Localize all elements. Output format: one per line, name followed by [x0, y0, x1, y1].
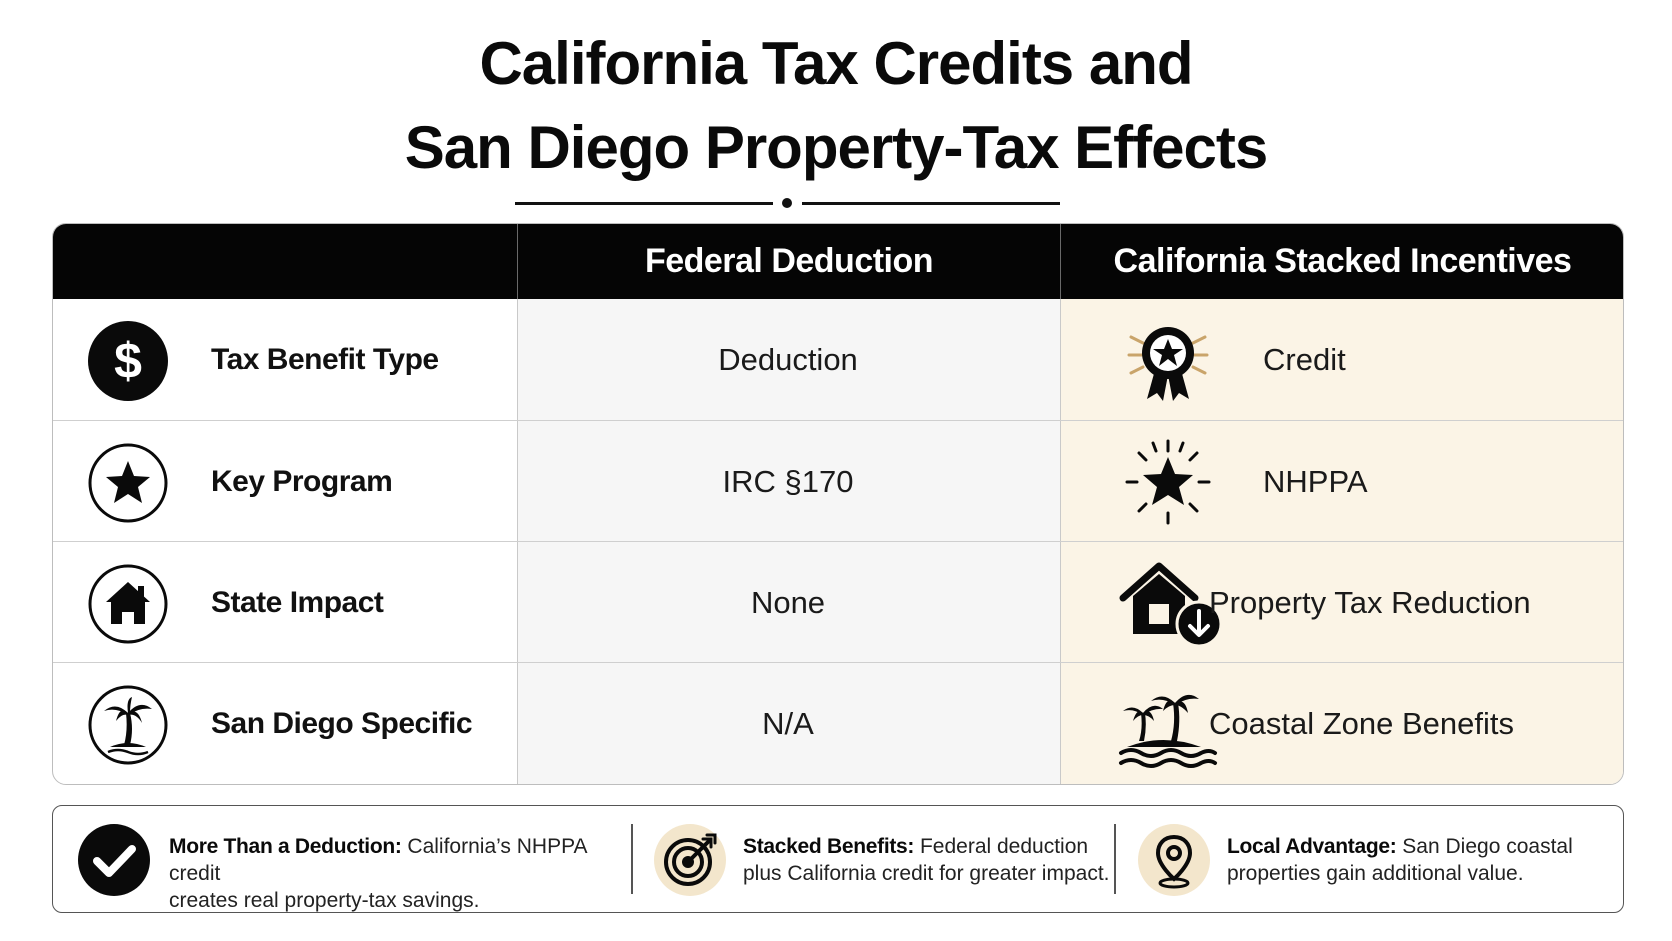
page-title: California Tax Credits and San Diego Pro…	[0, 22, 1672, 190]
star-icon	[88, 443, 168, 523]
header-california-stacked-incentives: California Stacked Incentives	[1060, 224, 1623, 299]
table-row: State Impact None Property Tax Reduction	[53, 541, 1623, 663]
table-header: Federal Deduction California Stacked Inc…	[53, 224, 1623, 299]
federal-cell: N/A	[762, 706, 814, 741]
california-cell: Credit	[1263, 342, 1346, 377]
footer-text-2: properties gain additional value.	[1227, 862, 1524, 885]
footer-bold: Local Advantage:	[1227, 835, 1397, 858]
shining-star-icon	[1125, 439, 1211, 525]
row-label: Key Program	[211, 465, 393, 498]
footer-text: Local Advantage: San Diego coastal prope…	[1227, 833, 1573, 887]
header-federal-deduction: Federal Deduction	[517, 224, 1060, 299]
svg-text:$: $	[114, 333, 142, 389]
california-cell: Property Tax Reduction	[1209, 585, 1531, 620]
federal-cell: IRC §170	[722, 464, 854, 499]
target-icon	[654, 824, 726, 896]
footer-text-2: plus California credit for greater impac…	[743, 862, 1110, 885]
footer-text-1: Federal deduction	[914, 835, 1089, 858]
row-label: San Diego Specific	[211, 707, 473, 740]
summary-footer: More Than a Deduction: California’s NHPP…	[52, 805, 1624, 913]
house-down-arrow-icon	[1119, 562, 1223, 648]
header-empty	[53, 224, 516, 299]
row-label: State Impact	[211, 586, 384, 619]
footer-separator	[1114, 824, 1116, 894]
location-pin-icon	[1138, 824, 1210, 896]
title-line-2: San Diego Property-Tax Effects	[404, 114, 1268, 181]
table-row: San Diego Specific N/A Coastal Zone B	[53, 662, 1623, 784]
house-icon	[88, 564, 168, 644]
table-row: Key Program IRC §170 NHPPA	[53, 420, 1623, 542]
title-divider	[515, 196, 1060, 210]
checkmark-icon	[78, 824, 150, 896]
california-cell: NHPPA	[1263, 464, 1368, 499]
award-ribbon-icon	[1127, 327, 1209, 401]
footer-text-2: creates real property-tax savings.	[169, 889, 480, 912]
row-label: Tax Benefit Type	[211, 343, 439, 376]
footer-text: Stacked Benefits: Federal deduction plus…	[743, 833, 1110, 887]
dollar-icon: $	[88, 321, 168, 401]
palm-tree-icon	[88, 685, 168, 765]
footer-item: More Than a Deduction: California’s NHPP…	[53, 806, 613, 912]
footer-bold: Stacked Benefits:	[743, 835, 915, 858]
federal-cell: Deduction	[718, 342, 858, 377]
footer-text-1: California’s NHPPA credit	[169, 835, 587, 885]
footer-text-1: San Diego coastal	[1396, 835, 1573, 858]
federal-cell: None	[750, 585, 826, 620]
footer-text: More Than a Deduction: California’s NHPP…	[169, 833, 613, 914]
california-cell: Coastal Zone Benefits	[1209, 706, 1515, 741]
footer-item: Stacked Benefits: Federal deduction plus…	[653, 806, 1133, 912]
palm-island-icon	[1119, 694, 1217, 768]
comparison-table: Federal Deduction California Stacked Inc…	[52, 223, 1624, 785]
footer-bold: More Than a Deduction:	[169, 835, 402, 858]
title-line-1: California Tax Credits and	[479, 30, 1193, 97]
footer-separator	[631, 824, 633, 894]
table-row: $ Tax Benefit Type Deduction Credit	[53, 299, 1623, 420]
footer-item: Local Advantage: San Diego coastal prope…	[1137, 806, 1621, 912]
